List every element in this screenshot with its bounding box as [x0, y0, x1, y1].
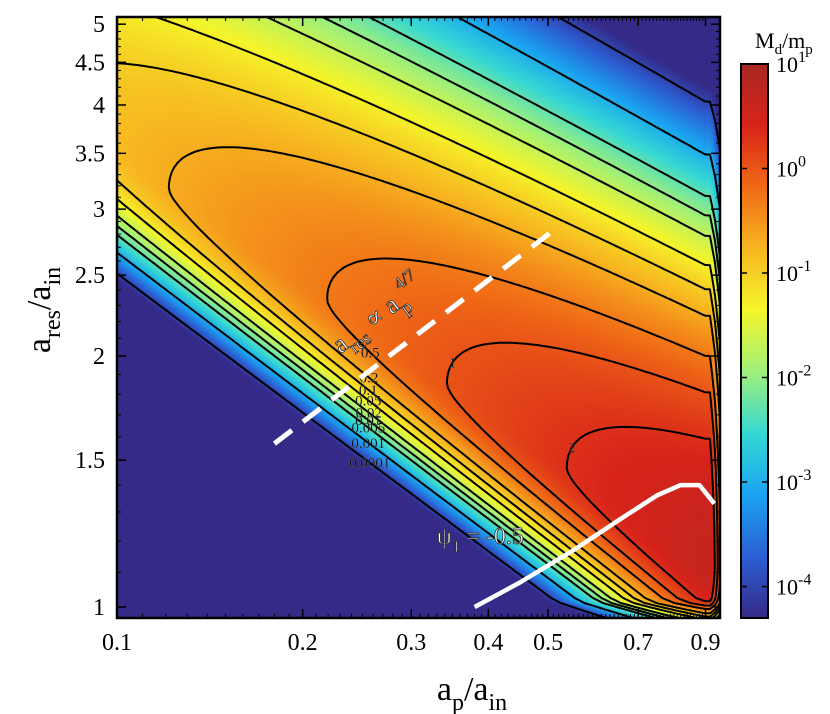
psi1-label: ψ1 = -0.5 — [437, 524, 524, 556]
y-tick-label: 4 — [93, 93, 105, 119]
colorbar-gradient — [740, 63, 769, 619]
y-label-mid: /a — [21, 286, 58, 311]
plot-area: 0.00010.0010.0050.010.020.050.10.20.512 … — [75, 12, 722, 656]
colorbar: Md/mp 10-4 10-3 10-2 10-1 100 101 — [740, 28, 813, 619]
x-label-sub1: p — [452, 690, 464, 714]
contour-label-2: 2 — [568, 441, 576, 457]
contour-label-1: 1 — [449, 356, 457, 372]
svg-text:ap/ain: ap/ain — [437, 671, 507, 714]
colorbar-label-sub1: d — [775, 42, 783, 58]
contour-label-0.1: 0.1 — [359, 383, 378, 399]
y-label-sub2: in — [40, 267, 66, 286]
contour-label-0.02: 0.02 — [356, 406, 382, 422]
colorbar-tick-label: 10-1 — [776, 258, 811, 286]
y-tick-label: 3.5 — [75, 141, 105, 167]
y-tick-label: 5 — [93, 12, 105, 38]
x-tick-label: 0.9 — [691, 630, 721, 656]
colorbar-label-sub2: p — [805, 42, 813, 58]
contour-line-1 — [445, 341, 719, 607]
scaling-dashed-line — [272, 224, 561, 446]
contour-line-0.01 — [117, 17, 720, 618]
colorbar-label: Md/mp — [755, 28, 813, 58]
colorbar-tick-label: 10-3 — [776, 467, 811, 495]
y-tick-label: 1 — [93, 595, 105, 621]
contour-line-0.05 — [117, 17, 720, 618]
colorbar-tick-label: 100 — [776, 154, 806, 182]
colorbar-ticks: 10-4 10-3 10-2 10-1 100 101 — [741, 49, 811, 600]
x-axis-ticks: 0.1 0.2 0.3 0.4 0.5 0.7 0.9 — [102, 17, 721, 656]
colorbar-label-main: M — [755, 28, 775, 53]
y-tick-label: 4.5 — [75, 50, 105, 76]
y-tick-label: 1.5 — [75, 448, 105, 474]
contour-line-0.5 — [326, 257, 720, 610]
y-tick-label: 2.5 — [75, 263, 105, 289]
x-label-sub2: in — [488, 690, 507, 714]
x-tick-label: 0.2 — [288, 630, 318, 656]
svg-text:ares/ain: ares/ain — [21, 267, 66, 353]
x-tick-label: 0.3 — [396, 630, 426, 656]
y-tick-label: 3 — [93, 197, 105, 223]
heatmap — [117, 17, 720, 618]
x-tick-label: 0.5 — [533, 630, 563, 656]
contour-lines — [117, 17, 720, 618]
colorbar-tick-label: 10-4 — [776, 572, 811, 600]
contour-line-0.2 — [167, 146, 720, 615]
colorbar-tick-label: 10-2 — [776, 363, 811, 391]
x-tick-label: 0.7 — [623, 630, 653, 656]
y-tick-label: 2 — [93, 344, 105, 370]
contour-label-0.5: 0.5 — [361, 346, 380, 362]
colorbar-label-mid: /m — [782, 28, 805, 53]
psi1-curve — [473, 482, 717, 609]
contour-label-0.0001: 0.0001 — [349, 456, 390, 472]
contour-line-0.001 — [117, 17, 720, 618]
contour-label-0.001: 0.001 — [351, 436, 385, 452]
colorbar-tick-label: 101 — [776, 49, 806, 77]
x-label-mid: /a — [464, 671, 489, 708]
contour-line-0.0001 — [117, 17, 720, 618]
plot-frame — [115, 15, 722, 620]
y-axis-ticks: 1 1.5 2 2.5 3 3.5 4 4.5 5 — [75, 12, 720, 621]
x-tick-label: 0.4 — [473, 630, 503, 656]
y-label-sub1: res — [40, 310, 66, 338]
contour-line-0.02 — [117, 17, 720, 618]
x-axis-label: ap/ain — [437, 671, 507, 714]
x-tick-label: 0.1 — [102, 630, 132, 656]
contour-label-0.005: 0.005 — [352, 421, 386, 437]
y-axis-label: ares/ain — [21, 267, 66, 353]
x-label-main: a — [437, 671, 452, 708]
y-label-main: a — [21, 338, 58, 353]
contour-line-0.1 — [117, 62, 720, 618]
contour-label-0.01: 0.01 — [355, 413, 381, 429]
contour-label-0.05: 0.05 — [355, 393, 381, 409]
